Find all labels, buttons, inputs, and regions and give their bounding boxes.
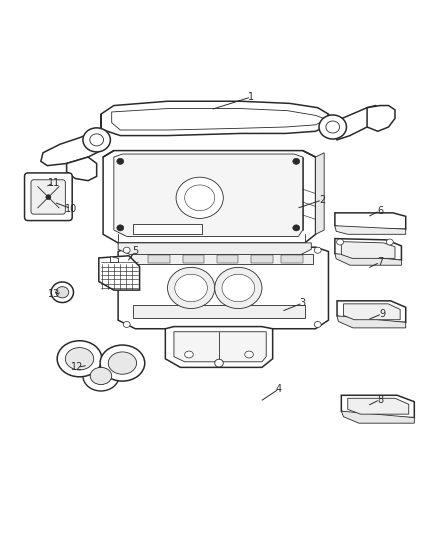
- Polygon shape: [41, 114, 101, 166]
- Polygon shape: [281, 255, 303, 263]
- Polygon shape: [174, 332, 266, 362]
- Text: 3: 3: [300, 298, 306, 308]
- Polygon shape: [133, 223, 202, 235]
- Ellipse shape: [123, 321, 130, 327]
- Polygon shape: [335, 213, 406, 229]
- Ellipse shape: [83, 128, 110, 152]
- FancyBboxPatch shape: [31, 180, 65, 214]
- Text: 11: 11: [48, 178, 60, 188]
- Text: 9: 9: [379, 309, 385, 319]
- Polygon shape: [315, 153, 324, 235]
- Polygon shape: [335, 254, 401, 265]
- Ellipse shape: [185, 185, 215, 211]
- Polygon shape: [148, 255, 170, 263]
- Ellipse shape: [123, 247, 130, 253]
- Ellipse shape: [167, 268, 215, 309]
- Polygon shape: [337, 301, 406, 322]
- Polygon shape: [341, 411, 414, 423]
- FancyBboxPatch shape: [25, 173, 72, 221]
- Polygon shape: [335, 239, 401, 260]
- Polygon shape: [337, 316, 406, 328]
- Ellipse shape: [222, 274, 254, 302]
- Ellipse shape: [185, 351, 193, 358]
- Ellipse shape: [314, 321, 321, 327]
- Polygon shape: [328, 106, 380, 140]
- Ellipse shape: [117, 158, 124, 164]
- Polygon shape: [348, 398, 409, 414]
- Text: 10: 10: [65, 204, 77, 214]
- Text: 8: 8: [377, 394, 383, 405]
- Ellipse shape: [57, 341, 102, 377]
- Polygon shape: [110, 256, 118, 262]
- Ellipse shape: [90, 367, 112, 384]
- Ellipse shape: [293, 225, 300, 231]
- Polygon shape: [103, 151, 315, 243]
- Polygon shape: [335, 225, 406, 235]
- Polygon shape: [114, 154, 303, 237]
- Polygon shape: [341, 241, 395, 259]
- Polygon shape: [183, 255, 204, 263]
- Polygon shape: [67, 157, 97, 181]
- Ellipse shape: [337, 239, 343, 245]
- Ellipse shape: [293, 158, 300, 164]
- Text: 2: 2: [319, 195, 325, 205]
- Text: 1: 1: [248, 92, 254, 102]
- Ellipse shape: [326, 121, 339, 133]
- Polygon shape: [71, 363, 138, 379]
- Ellipse shape: [51, 282, 74, 303]
- Ellipse shape: [100, 345, 145, 381]
- Text: 7: 7: [377, 257, 383, 267]
- Polygon shape: [131, 254, 314, 264]
- Text: 5: 5: [132, 246, 138, 256]
- Ellipse shape: [176, 177, 223, 219]
- Ellipse shape: [245, 351, 253, 358]
- Polygon shape: [251, 255, 272, 263]
- Ellipse shape: [83, 361, 119, 391]
- Polygon shape: [118, 247, 328, 329]
- Ellipse shape: [319, 115, 346, 139]
- Ellipse shape: [56, 287, 69, 298]
- Polygon shape: [341, 395, 414, 417]
- Ellipse shape: [314, 247, 321, 253]
- Polygon shape: [343, 304, 400, 320]
- Ellipse shape: [65, 348, 94, 370]
- Ellipse shape: [46, 195, 51, 200]
- Text: 13: 13: [48, 289, 60, 300]
- Ellipse shape: [175, 274, 208, 302]
- Ellipse shape: [108, 352, 137, 374]
- Polygon shape: [217, 255, 238, 263]
- Polygon shape: [133, 305, 305, 318]
- Ellipse shape: [215, 359, 223, 367]
- Polygon shape: [166, 327, 272, 367]
- Polygon shape: [99, 256, 140, 290]
- Polygon shape: [367, 106, 395, 131]
- Ellipse shape: [215, 268, 262, 309]
- Ellipse shape: [386, 239, 393, 245]
- Polygon shape: [118, 243, 311, 256]
- Text: 12: 12: [71, 362, 84, 373]
- Text: 4: 4: [276, 384, 282, 394]
- Ellipse shape: [117, 225, 124, 231]
- Polygon shape: [101, 101, 328, 135]
- Text: 6: 6: [377, 206, 383, 216]
- Ellipse shape: [90, 134, 103, 146]
